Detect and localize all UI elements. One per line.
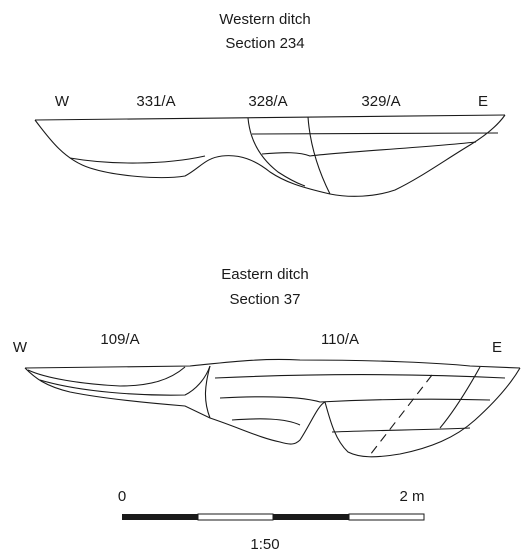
- context-label: 328/A: [248, 93, 287, 110]
- context-label: 109/A: [100, 331, 139, 348]
- scale-end: 2 m: [399, 488, 424, 505]
- context-label: 110/A: [321, 331, 359, 348]
- west-label: W: [55, 93, 70, 110]
- scale-start: 0: [118, 488, 126, 505]
- context-label: 331/A: [136, 93, 175, 110]
- section-title: Eastern ditch: [221, 266, 309, 283]
- east-label: E: [492, 339, 502, 356]
- section-subtitle: Section 37: [230, 291, 301, 308]
- section-subtitle: Section 234: [225, 35, 304, 52]
- context-label: 329/A: [361, 93, 400, 110]
- eastern-profile: [25, 359, 520, 456]
- scale-ratio: 1:50: [250, 536, 279, 553]
- west-label: W: [13, 339, 28, 356]
- section-drawing: Western ditch Section 234 W 331/A 328/A …: [0, 0, 530, 556]
- section-title: Western ditch: [219, 11, 310, 28]
- east-label: E: [478, 93, 488, 110]
- western-profile: [35, 115, 505, 196]
- scale-bar: [122, 514, 424, 520]
